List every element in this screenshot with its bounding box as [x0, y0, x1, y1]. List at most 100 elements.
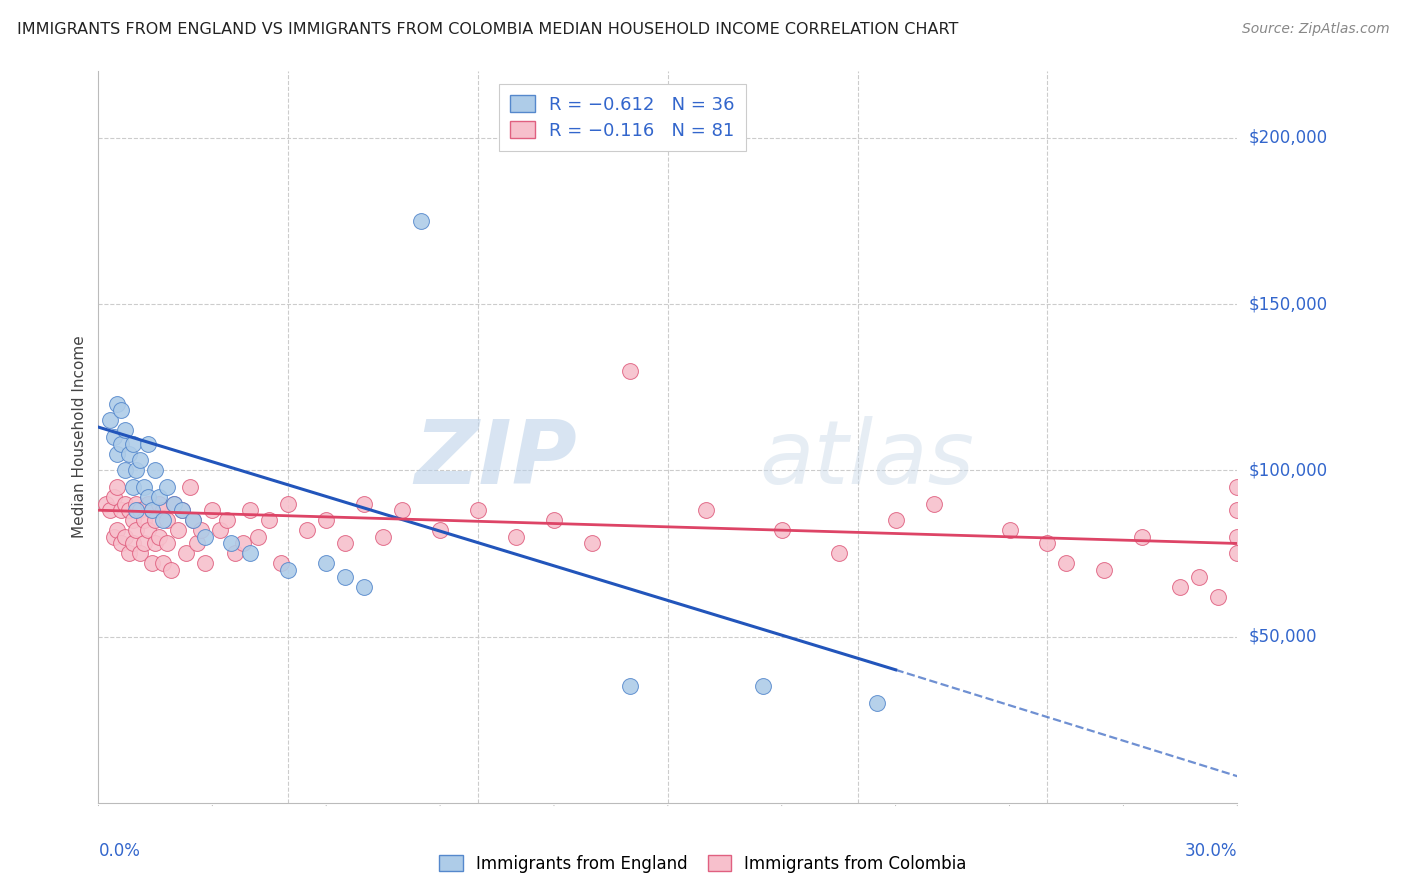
Point: [103, 490, 125, 504]
Point: [141, 503, 163, 517]
Point: [1208, 590, 1230, 604]
Point: [371, 530, 394, 544]
Point: [148, 490, 170, 504]
Point: [270, 557, 292, 571]
Point: [1226, 530, 1249, 544]
Point: [1226, 503, 1249, 517]
Point: [297, 523, 319, 537]
Point: [183, 513, 205, 527]
Point: [315, 513, 337, 527]
Point: [114, 424, 136, 438]
Point: [467, 503, 489, 517]
Point: [156, 480, 179, 494]
Point: [121, 436, 143, 450]
Text: $50,000: $50,000: [1249, 628, 1317, 646]
Point: [110, 536, 132, 550]
Point: [208, 523, 231, 537]
Point: [132, 513, 155, 527]
Point: [136, 436, 159, 450]
Point: [770, 523, 793, 537]
Text: IMMIGRANTS FROM ENGLAND VS IMMIGRANTS FROM COLOMBIA MEDIAN HOUSEHOLD INCOME CORR: IMMIGRANTS FROM ENGLAND VS IMMIGRANTS FR…: [17, 22, 959, 37]
Point: [179, 480, 201, 494]
Text: $150,000: $150,000: [1249, 295, 1327, 313]
Point: [429, 523, 451, 537]
Text: $100,000: $100,000: [1249, 461, 1327, 479]
Point: [695, 503, 717, 517]
Point: [132, 536, 155, 550]
Point: [1036, 536, 1059, 550]
Point: [619, 363, 641, 377]
Point: [107, 480, 129, 494]
Point: [1188, 570, 1211, 584]
Point: [170, 503, 193, 517]
Text: $200,000: $200,000: [1249, 128, 1327, 147]
Point: [152, 503, 174, 517]
Point: [239, 503, 262, 517]
Point: [125, 497, 148, 511]
Point: [619, 680, 641, 694]
Point: [121, 513, 143, 527]
Point: [163, 497, 186, 511]
Point: [201, 503, 224, 517]
Point: [129, 453, 152, 467]
Point: [183, 513, 205, 527]
Point: [125, 503, 148, 517]
Point: [335, 536, 357, 550]
Text: ZIP: ZIP: [413, 416, 576, 502]
Point: [110, 503, 132, 517]
Point: [132, 480, 155, 494]
Point: [391, 503, 413, 517]
Point: [315, 557, 337, 571]
Legend: R = −0.612   N = 36, R = −0.116   N = 81: R = −0.612 N = 36, R = −0.116 N = 81: [499, 84, 745, 151]
Point: [998, 523, 1021, 537]
Point: [217, 513, 239, 527]
Point: [1170, 580, 1192, 594]
Point: [1226, 546, 1249, 560]
Point: [136, 523, 159, 537]
Point: [141, 503, 163, 517]
Point: [1094, 563, 1116, 577]
Point: [156, 513, 179, 527]
Point: [221, 536, 243, 550]
Text: 30.0%: 30.0%: [1185, 842, 1237, 860]
Point: [411, 214, 433, 228]
Point: [884, 513, 907, 527]
Point: [159, 563, 181, 577]
Point: [121, 480, 143, 494]
Point: [353, 497, 375, 511]
Point: [148, 530, 170, 544]
Point: [224, 546, 246, 560]
Point: [129, 546, 152, 560]
Point: [125, 523, 148, 537]
Point: [118, 503, 141, 517]
Point: [194, 557, 217, 571]
Text: Source: ZipAtlas.com: Source: ZipAtlas.com: [1241, 22, 1389, 37]
Point: [190, 523, 212, 537]
Point: [118, 546, 141, 560]
Point: [110, 436, 132, 450]
Point: [277, 563, 299, 577]
Point: [118, 447, 141, 461]
Point: [174, 546, 197, 560]
Point: [152, 513, 174, 527]
Point: [335, 570, 357, 584]
Point: [103, 430, 125, 444]
Point: [110, 403, 132, 417]
Point: [828, 546, 851, 560]
Point: [114, 463, 136, 477]
Text: atlas: atlas: [759, 416, 974, 502]
Point: [98, 413, 121, 427]
Point: [922, 497, 945, 511]
Point: [186, 536, 208, 550]
Legend: Immigrants from England, Immigrants from Colombia: Immigrants from England, Immigrants from…: [433, 848, 973, 880]
Point: [246, 530, 269, 544]
Point: [163, 497, 186, 511]
Point: [353, 580, 375, 594]
Text: 0.0%: 0.0%: [98, 842, 141, 860]
Point: [581, 536, 603, 550]
Point: [145, 536, 167, 550]
Point: [145, 513, 167, 527]
Point: [148, 497, 170, 511]
Point: [1226, 480, 1249, 494]
Point: [543, 513, 565, 527]
